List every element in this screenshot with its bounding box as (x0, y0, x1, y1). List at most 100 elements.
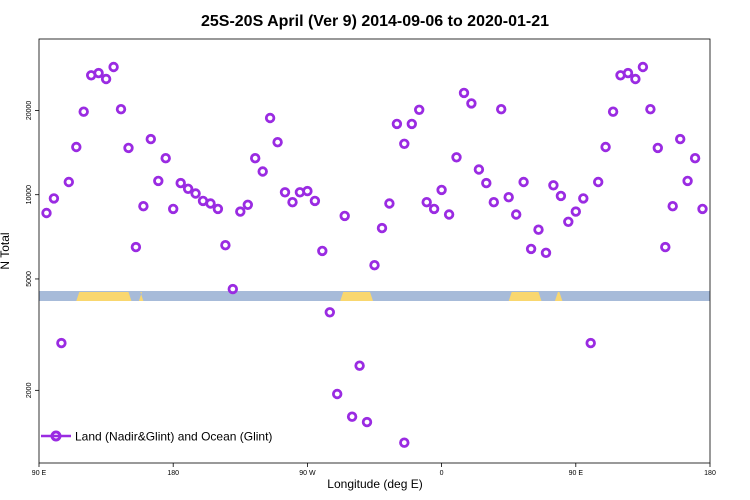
data-point (220, 239, 231, 251)
data-point (212, 203, 224, 215)
x-axis-label: Longitude (deg E) (327, 477, 422, 491)
x-tick-label: 90 W (299, 470, 316, 477)
data-point (272, 136, 283, 148)
data-point (622, 67, 634, 79)
data-point (548, 180, 559, 191)
x-tick-label: 0 (440, 470, 444, 477)
land-band (76, 292, 132, 301)
data-point (257, 166, 268, 177)
data-point (443, 209, 455, 220)
data-point (511, 209, 522, 220)
data-point (48, 193, 60, 204)
data-point (600, 141, 611, 153)
data-point (369, 260, 380, 271)
ocean-band (39, 291, 710, 301)
data-point (503, 191, 514, 203)
x-tick-label: 90 E (32, 470, 47, 477)
data-point (689, 152, 701, 164)
data-point (570, 206, 581, 217)
legend-marker (50, 430, 62, 442)
data-point (115, 103, 127, 115)
data-point (399, 138, 410, 149)
y-tick-label: 20000 (26, 101, 33, 121)
data-point (63, 176, 74, 188)
data-point (376, 222, 388, 234)
land-band (554, 292, 563, 301)
data-point (235, 206, 246, 217)
data-point (354, 360, 365, 371)
data-point (525, 243, 537, 255)
x-tick-label: 180 (704, 470, 716, 477)
data-point (279, 187, 291, 198)
data-point (451, 152, 462, 163)
data-point (153, 175, 164, 187)
data-point (421, 196, 432, 208)
data-point (242, 199, 253, 210)
data-point (138, 200, 149, 212)
data-point (287, 196, 298, 208)
data-point (361, 416, 373, 428)
y-tick-label: 10000 (26, 185, 33, 205)
data-point (71, 141, 82, 153)
data-point (607, 106, 619, 117)
chart-title: 25S-20S April (Ver 9) 2014-09-06 to 2020… (201, 13, 549, 30)
data-point (645, 103, 656, 115)
data-point (518, 176, 529, 188)
data-point (399, 437, 410, 448)
data-point (391, 118, 403, 130)
land-band (138, 292, 144, 301)
data-point (660, 241, 671, 253)
data-point (56, 337, 67, 349)
data-point (205, 198, 216, 209)
data-point (227, 283, 238, 295)
land-band (340, 292, 374, 301)
data-point (182, 183, 194, 194)
data-point (324, 307, 335, 318)
legend: Land (Nadir&Glint) and Ocean (Glint) (41, 430, 272, 444)
y-tick-label: 2000 (26, 382, 33, 398)
data-point (540, 247, 552, 258)
data-point (466, 98, 477, 109)
data-point (108, 61, 119, 73)
data-point (637, 61, 649, 73)
data-point (100, 73, 112, 85)
data-point (473, 164, 485, 175)
plot-frame (38, 38, 711, 464)
data-point (190, 188, 201, 199)
data-point (160, 152, 171, 164)
land-ocean-strip (39, 291, 710, 301)
land-band (508, 292, 542, 301)
data-point (167, 203, 179, 215)
x-axis-ticks: 90 E 180 90 W 0 90 E 180 (32, 463, 716, 477)
data-point (428, 203, 440, 215)
data-point (488, 196, 499, 208)
data-point (175, 177, 186, 189)
data-point (406, 118, 417, 130)
data-point (555, 190, 567, 202)
data-point (481, 177, 492, 189)
data-point (585, 337, 596, 349)
y-axis-ticks: 2000 5000 10000 20000 (26, 101, 39, 398)
data-point (309, 195, 321, 207)
data-point (93, 67, 104, 79)
data-point (339, 210, 350, 222)
data-point (123, 142, 134, 154)
data-point (630, 73, 641, 85)
x-tick-label: 90 E (569, 470, 584, 477)
data-point (78, 106, 89, 117)
x-tick-label: 180 (167, 470, 179, 477)
data-point (249, 152, 261, 164)
data-point (41, 207, 52, 219)
data-point (458, 87, 470, 99)
data-point (264, 112, 276, 124)
data-point (130, 241, 142, 253)
data-point (145, 133, 156, 145)
data-point (578, 193, 589, 204)
y-tick-label: 5000 (26, 271, 33, 287)
data-point (302, 185, 313, 197)
legend-label: Land (Nadir&Glint) and Ocean (Glint) (75, 430, 272, 444)
y-axis-label: N Total (0, 232, 12, 269)
data-point (675, 133, 686, 145)
data-point (436, 184, 447, 196)
data-point (652, 142, 663, 154)
